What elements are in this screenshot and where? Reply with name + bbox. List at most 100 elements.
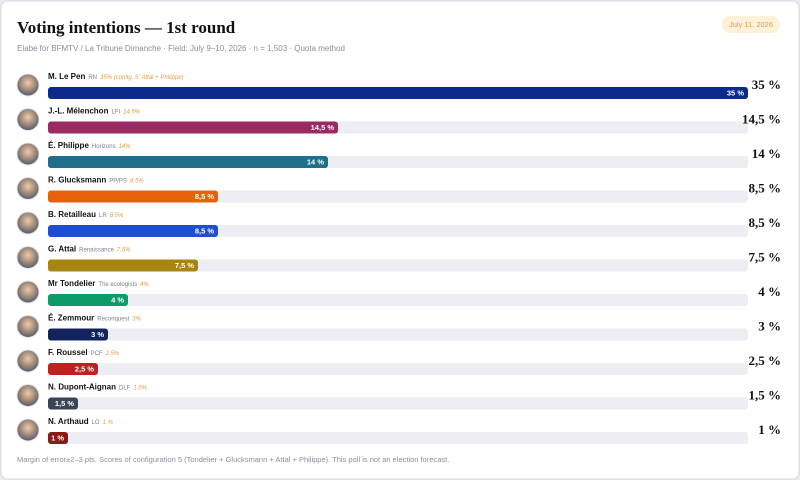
track	[48, 432, 748, 444]
avatar	[16, 418, 40, 442]
track	[48, 259, 748, 272]
track	[48, 397, 748, 410]
party: PCF	[91, 351, 103, 357]
note: 4%	[140, 282, 149, 288]
party: Horizons	[92, 144, 116, 150]
party: LR	[99, 213, 107, 219]
bar-label: 3 %	[91, 330, 104, 339]
note: 8.5%	[110, 213, 124, 219]
bar	[48, 432, 68, 444]
bar	[48, 294, 128, 306]
party: PP/PS	[109, 178, 127, 184]
bar-label: 14,5 %	[311, 123, 335, 132]
value-label: 8,5 %	[749, 180, 782, 195]
bar	[48, 121, 338, 134]
track	[48, 225, 748, 237]
note: 2.5%	[105, 351, 120, 357]
party: LFI	[111, 109, 120, 115]
avatar	[16, 142, 40, 166]
party: DLF	[119, 385, 131, 391]
candidate-label: N. Arthaud LO 1 %	[48, 417, 114, 426]
bar-label: 4 %	[111, 295, 124, 304]
candidate-label: N. Dupont-Aignan DLF 1.5%	[48, 383, 148, 392]
note: 3%	[132, 316, 141, 322]
bar-label: 1 %	[51, 433, 64, 442]
value-label: 7,5 %	[749, 249, 782, 264]
candidate-name: B. Retailleau	[48, 210, 96, 219]
value-label: 1,5 %	[749, 387, 782, 402]
candidate-name: J.-L. Mélenchon	[48, 107, 109, 116]
bar-label: 35 %	[727, 88, 744, 97]
candidate-label: B. Retailleau LR 8.5%	[48, 210, 124, 219]
value-label: 4 %	[758, 284, 781, 299]
candidate-label: É. Philippe Horizons 14%	[48, 141, 131, 150]
candidate-label: F. Roussel PCF 2.5%	[48, 348, 120, 357]
value-label: 14,5 %	[742, 111, 781, 126]
bar	[48, 259, 198, 272]
candidate-label: Mr Tondelier The ecologists 4%	[48, 279, 149, 288]
candidate-name: Mr Tondelier	[48, 279, 95, 288]
note: 1.5%	[133, 385, 147, 391]
value-label: 1 %	[758, 422, 781, 437]
bar	[48, 225, 218, 237]
party: The ecologists	[98, 282, 137, 288]
candidate-name: É. Zemmour	[48, 314, 94, 323]
date: July 11, 2026	[729, 20, 773, 29]
avatar	[16, 280, 40, 304]
value-label: 14 %	[752, 146, 781, 161]
avatar	[16, 246, 40, 269]
note: 1 %	[103, 420, 114, 426]
candidate-name: É. Philippe	[48, 141, 89, 150]
candidate-label: R. Glucksmann PP/PS 8.5%	[48, 176, 144, 185]
candidate-name: N. Arthaud	[48, 417, 89, 426]
avatar	[16, 177, 40, 200]
candidate-name: R. Glucksmann	[48, 176, 106, 185]
avatar	[16, 349, 40, 373]
avatar	[16, 73, 40, 97]
candidate-label: G. Attal Renaissance 7.5%	[48, 245, 131, 254]
candidate-name: N. Dupont-Aignan	[48, 383, 116, 392]
footnote: Margin of error±2–3 pts. Scores of confi…	[17, 455, 449, 464]
bar-label: 2,5 %	[75, 364, 95, 373]
bar-label: 8,5 %	[195, 226, 215, 235]
bar	[48, 328, 108, 341]
chart-title: Voting intentions — 1st round	[17, 18, 236, 37]
track	[48, 190, 748, 203]
avatar	[16, 315, 40, 338]
note: 35% (config. 5: Attal + Philippe)	[100, 75, 184, 81]
candidate-name: G. Attal	[48, 245, 76, 254]
bar-label: 1,5 %	[55, 399, 75, 408]
bar	[48, 397, 78, 410]
note: 14%	[119, 144, 132, 150]
value-label: 35 %	[752, 77, 781, 92]
avatar	[16, 384, 40, 407]
candidate-label: J.-L. Mélenchon LFI 14.5%	[48, 107, 141, 116]
track	[48, 363, 748, 375]
value-label: 8,5 %	[749, 215, 782, 230]
track	[48, 328, 748, 341]
date-badge	[722, 16, 780, 33]
bar-label: 8,5 %	[195, 192, 215, 201]
note: 8.5%	[130, 178, 144, 184]
subtitle: Elabe for BFMTV / La Tribune Dimanche · …	[17, 44, 345, 53]
candidate-name: M. Le Pen	[48, 72, 85, 81]
value-label: 3 %	[758, 318, 781, 333]
party: Renaissance	[79, 247, 114, 253]
bar-label: 14 %	[307, 157, 324, 166]
note: 7.5%	[117, 247, 131, 253]
candidate-label: M. Le Pen RN 35% (config. 5: Attal + Phili…	[48, 72, 184, 81]
party: LO	[92, 420, 100, 426]
value-label: 2,5 %	[749, 353, 782, 368]
party: Reconquest	[97, 316, 129, 322]
track	[48, 294, 748, 306]
bar	[48, 156, 328, 168]
avatar	[16, 108, 40, 131]
note: 14.5%	[123, 109, 141, 115]
bar-label: 7,5 %	[175, 261, 195, 270]
bar	[48, 87, 748, 99]
candidate-label: É. Zemmour Reconquest 3%	[48, 314, 142, 323]
bar	[48, 190, 218, 203]
